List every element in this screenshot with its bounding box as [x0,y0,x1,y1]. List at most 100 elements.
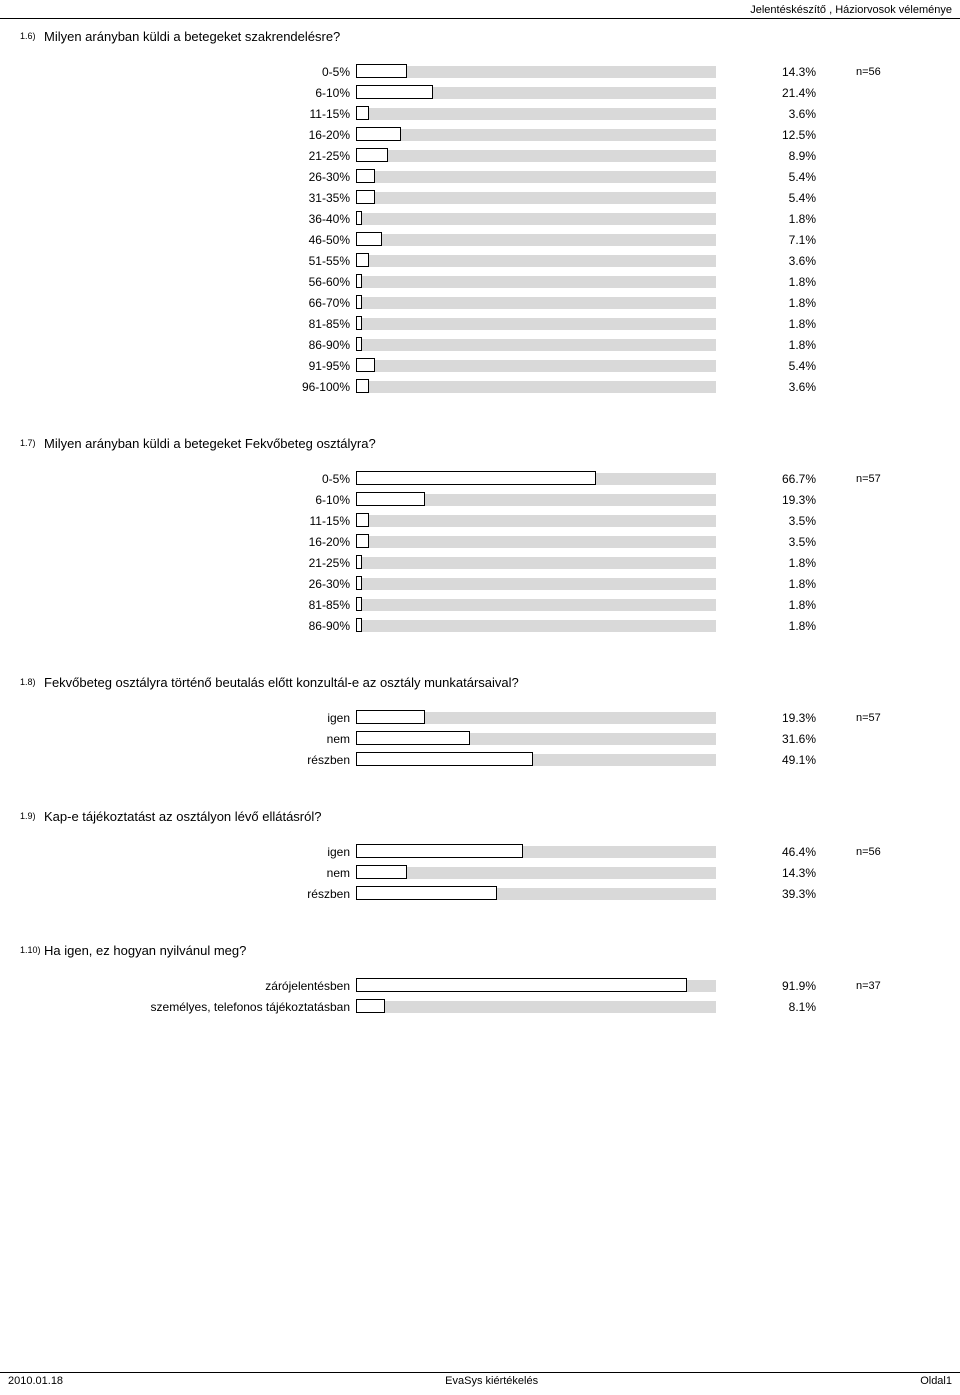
bar-percent: 8.1% [716,1000,816,1014]
bar-fill [356,576,362,590]
question-number: 1.6) [20,29,44,41]
bar-fill [356,555,362,569]
bar-percent: 3.6% [716,254,816,268]
bar-row: 6-10% 19.3% [20,490,940,509]
bar-percent: 1.8% [716,338,816,352]
bar-track [356,318,716,330]
bar-percent: 39.3% [716,887,816,901]
bar-percent: 5.4% [716,359,816,373]
bar-fill [356,492,425,506]
bar-track [356,620,716,632]
question-number: 1.8) [20,675,44,687]
bar-row: 56-60%1.8% [20,272,940,291]
bar-fill [356,64,407,78]
bar-fill [356,169,375,183]
bar-fill [356,999,385,1013]
bar-label: 0-5% [20,65,356,79]
bar-label: 16-20% [20,535,356,549]
bar-track [356,536,716,548]
bar-row: 86-90%1.8% [20,335,940,354]
bar-label: 51-55% [20,254,356,268]
bar-row: 96-100% 3.6% [20,377,940,396]
bar-label: 96-100% [20,380,356,394]
bar-track [356,888,716,900]
bar-label: részben [20,753,356,767]
bar-track [356,712,716,724]
bar-label: 36-40% [20,212,356,226]
bar-label: 6-10% [20,86,356,100]
bar-row: zárójelentésben91.9%n=37 [20,976,940,995]
bar-track [356,494,716,506]
bar-row: 46-50%7.1% [20,230,940,249]
bar-fill [356,295,362,309]
bar-percent: 3.5% [716,514,816,528]
question-block: 1.6)Milyen arányban küldi a betegeket sz… [20,29,940,396]
bar-row: 21-25% 1.8% [20,553,940,572]
bar-row: igen46.4%n=56 [20,842,940,861]
bar-track [356,360,716,372]
bar-label: 0-5% [20,472,356,486]
bar-track [356,255,716,267]
question-block: 1.7)Milyen arányban küldi a betegeket Fe… [20,436,940,635]
bar-row: 86-90%1.8% [20,616,940,635]
bar-percent: 19.3% [716,493,816,507]
bar-row: 26-30%5.4% [20,167,940,186]
bar-percent: 3.5% [716,535,816,549]
footer-page: Oldal1 [920,1375,952,1387]
bar-track [356,150,716,162]
bar-label: igen [20,845,356,859]
bar-fill [356,865,407,879]
header-text: Jelentéskészítő , Háziorvosok véleménye [750,4,952,16]
bar-fill [356,534,369,548]
bar-percent: 49.1% [716,753,816,767]
bar-track [356,754,716,766]
bar-percent: 12.5% [716,128,816,142]
page-footer: 2010.01.18 EvaSys kiértékelés Oldal1 [0,1372,960,1387]
bar-fill [356,844,523,858]
bar-percent: 7.1% [716,233,816,247]
bar-label: 21-25% [20,556,356,570]
bar-track [356,599,716,611]
bar-row: 81-85%1.8% [20,595,940,614]
bar-percent: 91.9% [716,979,816,993]
bar-fill [356,618,362,632]
bar-row: nem14.3% [20,863,940,882]
bar-track [356,515,716,527]
bar-label: nem [20,866,356,880]
bar-percent: 1.8% [716,577,816,591]
bar-fill [356,379,369,393]
bar-percent: 1.8% [716,212,816,226]
question-heading: 1.9)Kap-e tájékoztatást az osztályon lév… [20,809,940,824]
question-text: Ha igen, ez hogyan nyilvánul meg? [44,943,246,958]
bar-fill [356,274,362,288]
bar-fill [356,752,533,766]
bar-row: részben39.3% [20,884,940,903]
bar-track [356,980,716,992]
bar-label: 11-15% [20,107,356,121]
bar-percent: 3.6% [716,380,816,394]
bar-fill [356,127,401,141]
bar-track [356,171,716,183]
bar-fill [356,358,375,372]
bar-track [356,473,716,485]
bar-percent: 14.3% [716,65,816,79]
bar-label: 56-60% [20,275,356,289]
bar-percent: 1.8% [716,556,816,570]
bar-n: n=56 [816,66,881,78]
bar-percent: 8.9% [716,149,816,163]
bar-track [356,87,716,99]
bar-track [356,867,716,879]
bar-track [356,297,716,309]
bar-track [356,192,716,204]
bar-row: 0-5%66.7%n=57 [20,469,940,488]
bar-label: zárójelentésben [20,979,356,993]
bar-fill [356,337,362,351]
bar-label: 6-10% [20,493,356,507]
question-text: Milyen arányban küldi a betegeket Fekvőb… [44,436,376,451]
bar-label: 81-85% [20,317,356,331]
bar-percent: 1.8% [716,296,816,310]
bar-track [356,129,716,141]
bar-track [356,66,716,78]
bar-percent: 46.4% [716,845,816,859]
bar-fill [356,85,433,99]
